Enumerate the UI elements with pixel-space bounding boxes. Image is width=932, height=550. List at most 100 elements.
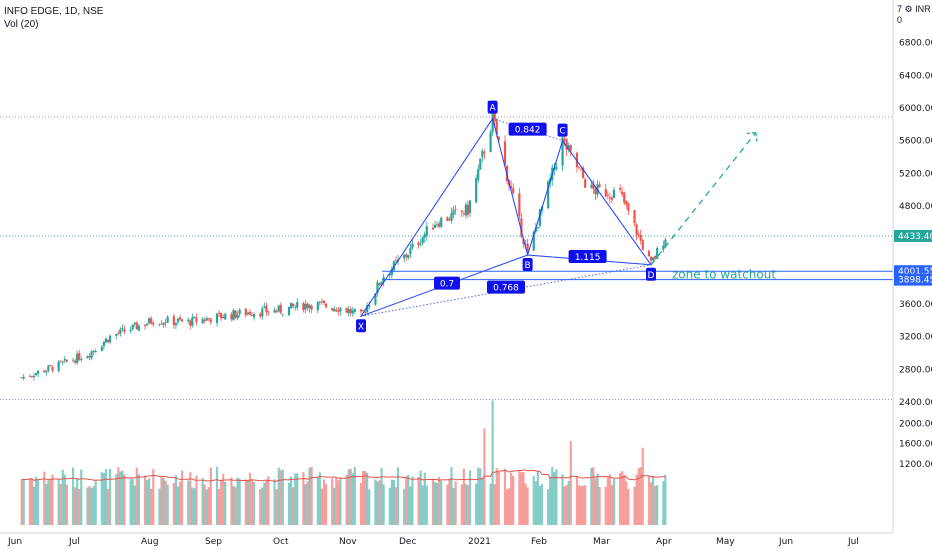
volume-bar xyxy=(651,476,655,525)
volume-bar xyxy=(292,487,295,525)
candle-body xyxy=(217,312,221,314)
volume-bar xyxy=(619,472,622,525)
volume-bar xyxy=(388,487,391,525)
volume-bar xyxy=(234,487,237,525)
volume-bar xyxy=(203,484,206,525)
volume-bar xyxy=(507,488,511,525)
candle-body xyxy=(353,308,356,312)
candle-body xyxy=(121,328,124,330)
candle-body xyxy=(47,365,50,371)
volume-bar xyxy=(460,484,463,525)
volume-bar xyxy=(596,473,599,525)
volume-bar xyxy=(135,467,138,525)
volume-bar xyxy=(532,476,535,525)
volume-bar xyxy=(76,478,79,525)
volume-bar xyxy=(612,478,616,525)
volume-bar xyxy=(215,466,219,525)
price-tick-8: 3200.00 xyxy=(899,333,932,343)
volume-bar xyxy=(538,485,542,525)
candle-body xyxy=(244,308,247,315)
candle-body xyxy=(49,365,52,367)
candle-body xyxy=(612,189,616,198)
candle-body xyxy=(246,312,249,314)
volume-bar xyxy=(102,473,106,525)
volume-bar xyxy=(664,474,667,525)
volume-bar xyxy=(119,471,122,525)
volume-bar xyxy=(71,467,75,525)
volume-bar xyxy=(345,474,348,525)
candle-body xyxy=(481,150,484,158)
candle-body xyxy=(625,200,628,205)
volume-bar xyxy=(394,487,398,525)
price-axis-top-label: 7 xyxy=(897,4,903,14)
candle-body xyxy=(637,234,640,236)
candle-body xyxy=(43,370,46,373)
volume-bar xyxy=(440,480,443,525)
candle-body xyxy=(440,217,443,227)
ratio-label-2: 0.7 xyxy=(440,280,454,290)
volume-bar xyxy=(337,480,340,525)
candle-body xyxy=(651,257,655,261)
currency-code: INR xyxy=(915,4,931,14)
candle-body xyxy=(394,260,398,262)
volume-bar xyxy=(246,479,249,525)
volume-bar xyxy=(310,466,313,525)
volume-bar xyxy=(633,486,636,525)
volume-bar xyxy=(405,476,408,525)
volume-bar xyxy=(28,478,31,525)
volume-bar xyxy=(104,469,108,525)
candle-body xyxy=(464,204,467,216)
volume-bar xyxy=(61,469,64,525)
candle-body xyxy=(433,225,437,228)
candle-body xyxy=(178,317,182,320)
candle-body xyxy=(162,322,165,325)
candle-body xyxy=(263,306,266,308)
candle-body xyxy=(331,308,334,311)
volume-bar xyxy=(592,467,595,525)
candle-body xyxy=(366,305,369,313)
candle-body xyxy=(592,183,595,189)
time-tick-2: Aug xyxy=(141,537,159,547)
volume-bar xyxy=(145,479,149,525)
volume-bar xyxy=(281,469,284,525)
candle-body xyxy=(333,308,336,312)
symbol-title: INFO EDGE, 1D, NSE xyxy=(4,6,104,17)
volume-bar xyxy=(308,467,311,525)
volume-bar xyxy=(59,484,62,525)
volume-bar xyxy=(32,486,36,525)
volume-bar xyxy=(390,479,393,525)
candle-body xyxy=(90,351,93,359)
candle-body xyxy=(623,192,626,203)
candle-body xyxy=(462,213,465,215)
price-marker-0: 4433.40 xyxy=(898,232,932,242)
volume-bar xyxy=(100,472,103,525)
candle-body xyxy=(59,361,62,363)
price-tick-4: 5200.00 xyxy=(899,169,932,179)
candle-body xyxy=(594,188,597,195)
volume-bar xyxy=(495,468,498,525)
volume-bar xyxy=(462,468,465,525)
candle-body xyxy=(57,361,60,372)
volume-bar xyxy=(180,470,184,525)
volume-bar xyxy=(569,441,572,525)
candle-body xyxy=(289,302,293,309)
candle-body xyxy=(296,302,299,308)
candle-body xyxy=(322,300,326,303)
candle-body xyxy=(380,281,383,285)
candle-body xyxy=(522,238,525,244)
point-label-d: D xyxy=(648,271,655,281)
candle-body xyxy=(633,209,636,224)
volume-bar xyxy=(224,481,227,525)
candle-body xyxy=(129,329,132,332)
candle-body xyxy=(232,310,235,321)
volume-bar xyxy=(551,466,554,525)
volume-bar xyxy=(407,474,410,525)
candle-body xyxy=(209,319,212,323)
candle-body xyxy=(627,203,630,211)
volume-bar xyxy=(316,476,319,525)
time-tick-3: Sep xyxy=(205,537,222,547)
volume-bar xyxy=(57,479,60,525)
volume-bar xyxy=(349,468,352,525)
volume-bar xyxy=(121,470,124,525)
